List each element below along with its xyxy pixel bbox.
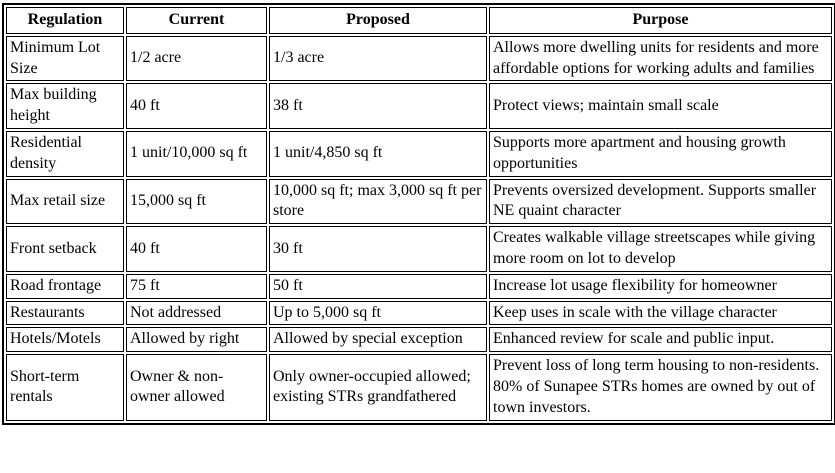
cell-purpose: Creates walkable village streetscapes wh… bbox=[489, 226, 832, 272]
cell-proposed: 30 ft bbox=[269, 226, 487, 272]
column-header-proposed: Proposed bbox=[269, 7, 487, 34]
cell-regulation: Max retail size bbox=[6, 178, 124, 225]
cell-purpose: Increase lot usage flexibility for homeo… bbox=[489, 273, 832, 299]
cell-current: Not addressed bbox=[126, 300, 267, 326]
cell-current: 15,000 sq ft bbox=[126, 178, 267, 225]
cell-proposed: Up to 5,000 sq ft bbox=[269, 300, 487, 326]
cell-purpose: Prevent loss of long term housing to non… bbox=[489, 354, 832, 421]
cell-current: Owner & non-owner allowed bbox=[126, 354, 267, 421]
cell-current: 1/2 acre bbox=[126, 35, 267, 82]
column-header-purpose: Purpose bbox=[489, 7, 832, 34]
cell-current: Allowed by right bbox=[126, 327, 267, 353]
cell-proposed: Only owner-occupied allowed; existing ST… bbox=[269, 354, 487, 421]
cell-regulation: Minimum Lot Size bbox=[6, 35, 124, 82]
table-row: Residential density 1 unit/10,000 sq ft … bbox=[6, 130, 832, 177]
cell-regulation: Short-term rentals bbox=[6, 354, 124, 421]
cell-regulation: Max building height bbox=[6, 83, 124, 129]
cell-current: 40 ft bbox=[126, 83, 267, 129]
column-header-regulation: Regulation bbox=[6, 7, 124, 34]
cell-proposed: 38 ft bbox=[269, 83, 487, 129]
cell-current: 1 unit/10,000 sq ft bbox=[126, 130, 267, 177]
table-row: Max retail size 15,000 sq ft 10,000 sq f… bbox=[6, 178, 832, 225]
cell-purpose: Allows more dwelling units for residents… bbox=[489, 35, 832, 82]
cell-regulation: Hotels/Motels bbox=[6, 327, 124, 353]
cell-purpose: Prevents oversized development. Supports… bbox=[489, 178, 832, 225]
table-row: Front setback 40 ft 30 ft Creates walkab… bbox=[6, 226, 832, 272]
table-row: Road frontage 75 ft 50 ft Increase lot u… bbox=[6, 273, 832, 299]
cell-proposed: 1/3 acre bbox=[269, 35, 487, 82]
column-header-current: Current bbox=[126, 7, 267, 34]
cell-purpose: Enhanced review for scale and public inp… bbox=[489, 327, 832, 353]
cell-purpose: Keep uses in scale with the village char… bbox=[489, 300, 832, 326]
table-row: Short-term rentals Owner & non-owner all… bbox=[6, 354, 832, 421]
cell-regulation: Restaurants bbox=[6, 300, 124, 326]
cell-regulation: Road frontage bbox=[6, 273, 124, 299]
header-row: Regulation Current Proposed Purpose bbox=[6, 7, 832, 34]
cell-proposed: Allowed by special exception bbox=[269, 327, 487, 353]
cell-proposed: 10,000 sq ft; max 3,000 sq ft per store bbox=[269, 178, 487, 225]
table-row: Restaurants Not addressed Up to 5,000 sq… bbox=[6, 300, 832, 326]
table-row: Minimum Lot Size 1/2 acre 1/3 acre Allow… bbox=[6, 35, 832, 82]
cell-current: 75 ft bbox=[126, 273, 267, 299]
cell-purpose: Protect views; maintain small scale bbox=[489, 83, 832, 129]
cell-regulation: Residential density bbox=[6, 130, 124, 177]
cell-purpose: Supports more apartment and housing grow… bbox=[489, 130, 832, 177]
table-row: Max building height 40 ft 38 ft Protect … bbox=[6, 83, 832, 129]
cell-regulation: Front setback bbox=[6, 226, 124, 272]
cell-current: 40 ft bbox=[126, 226, 267, 272]
cell-proposed: 50 ft bbox=[269, 273, 487, 299]
cell-proposed: 1 unit/4,850 sq ft bbox=[269, 130, 487, 177]
table-row: Hotels/Motels Allowed by right Allowed b… bbox=[6, 327, 832, 353]
regulations-table: Regulation Current Proposed Purpose Mini… bbox=[2, 3, 835, 425]
